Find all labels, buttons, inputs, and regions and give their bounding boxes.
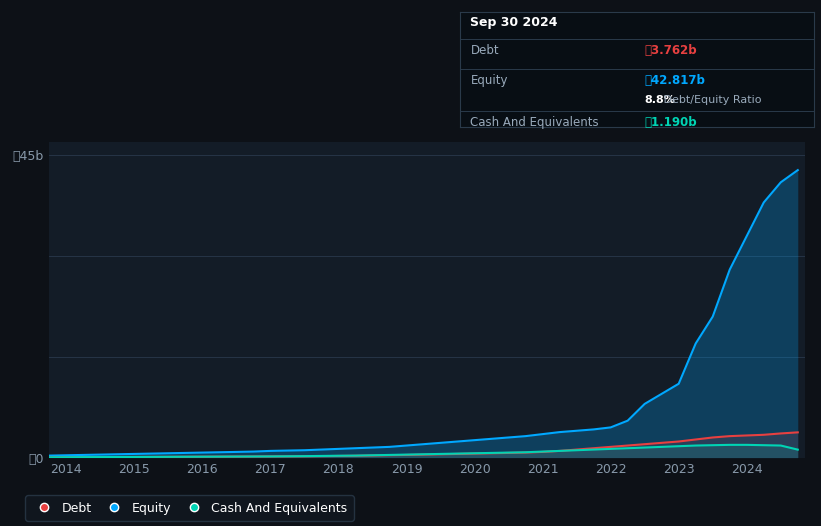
Legend: Debt, Equity, Cash And Equivalents: Debt, Equity, Cash And Equivalents: [25, 495, 354, 521]
Text: Sep 30 2024: Sep 30 2024: [470, 16, 558, 29]
Text: Debt: Debt: [470, 44, 499, 57]
Text: ₼1.190b: ₼1.190b: [644, 116, 697, 129]
Text: 8.8%: 8.8%: [644, 95, 675, 105]
Text: ₼3.762b: ₼3.762b: [644, 44, 697, 57]
Text: Cash And Equivalents: Cash And Equivalents: [470, 116, 599, 129]
Text: Debt/Equity Ratio: Debt/Equity Ratio: [660, 95, 762, 105]
Text: Equity: Equity: [470, 74, 508, 87]
Text: ₼42.817b: ₼42.817b: [644, 74, 705, 87]
